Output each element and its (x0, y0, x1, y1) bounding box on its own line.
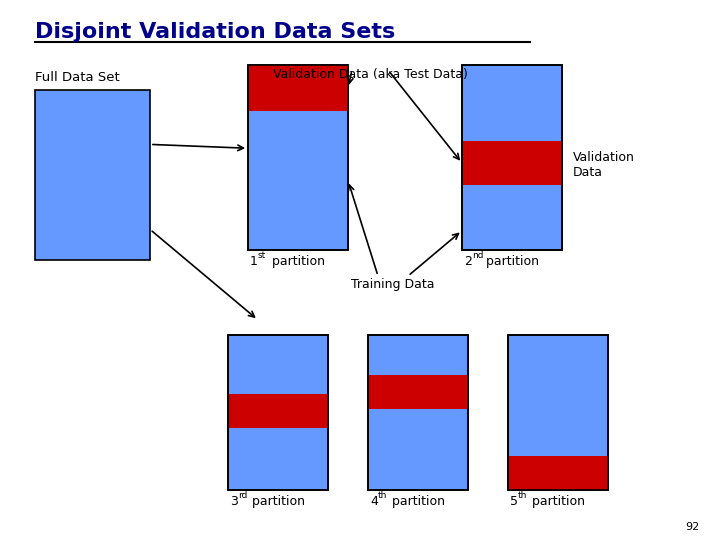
Text: Full Data Set: Full Data Set (35, 71, 120, 84)
Text: 92: 92 (685, 522, 700, 532)
Text: st: st (258, 251, 266, 260)
Text: 4: 4 (370, 495, 378, 508)
Bar (462, 65, 562, 250)
Bar (248, 65, 348, 250)
Text: partition: partition (268, 255, 325, 268)
Bar (228, 335, 328, 490)
Text: Validation Data (aka Test Data): Validation Data (aka Test Data) (273, 68, 467, 81)
Bar (462, 65, 562, 250)
Text: partition: partition (248, 495, 305, 508)
Bar (228, 394, 328, 428)
Bar (508, 456, 608, 490)
Text: nd: nd (472, 251, 484, 260)
Text: partition: partition (482, 255, 539, 268)
Text: partition: partition (528, 495, 585, 508)
Text: Disjoint Validation Data Sets: Disjoint Validation Data Sets (35, 22, 395, 42)
Text: 3: 3 (230, 495, 238, 508)
Bar (228, 335, 328, 490)
Bar (462, 141, 562, 185)
Bar (368, 335, 468, 490)
Text: 5: 5 (510, 495, 518, 508)
Bar (508, 335, 608, 490)
Bar (508, 335, 608, 490)
Bar (248, 65, 348, 250)
Text: partition: partition (388, 495, 445, 508)
Bar (368, 335, 468, 490)
Bar (248, 65, 348, 111)
Text: Validation
Data: Validation Data (573, 151, 635, 179)
Text: th: th (378, 491, 387, 500)
Bar (35, 90, 150, 260)
Text: rd: rd (238, 491, 248, 500)
Text: 2: 2 (464, 255, 472, 268)
Text: 1: 1 (250, 255, 258, 268)
Text: th: th (518, 491, 527, 500)
Text: Training Data: Training Data (351, 278, 435, 291)
Bar (368, 375, 468, 409)
